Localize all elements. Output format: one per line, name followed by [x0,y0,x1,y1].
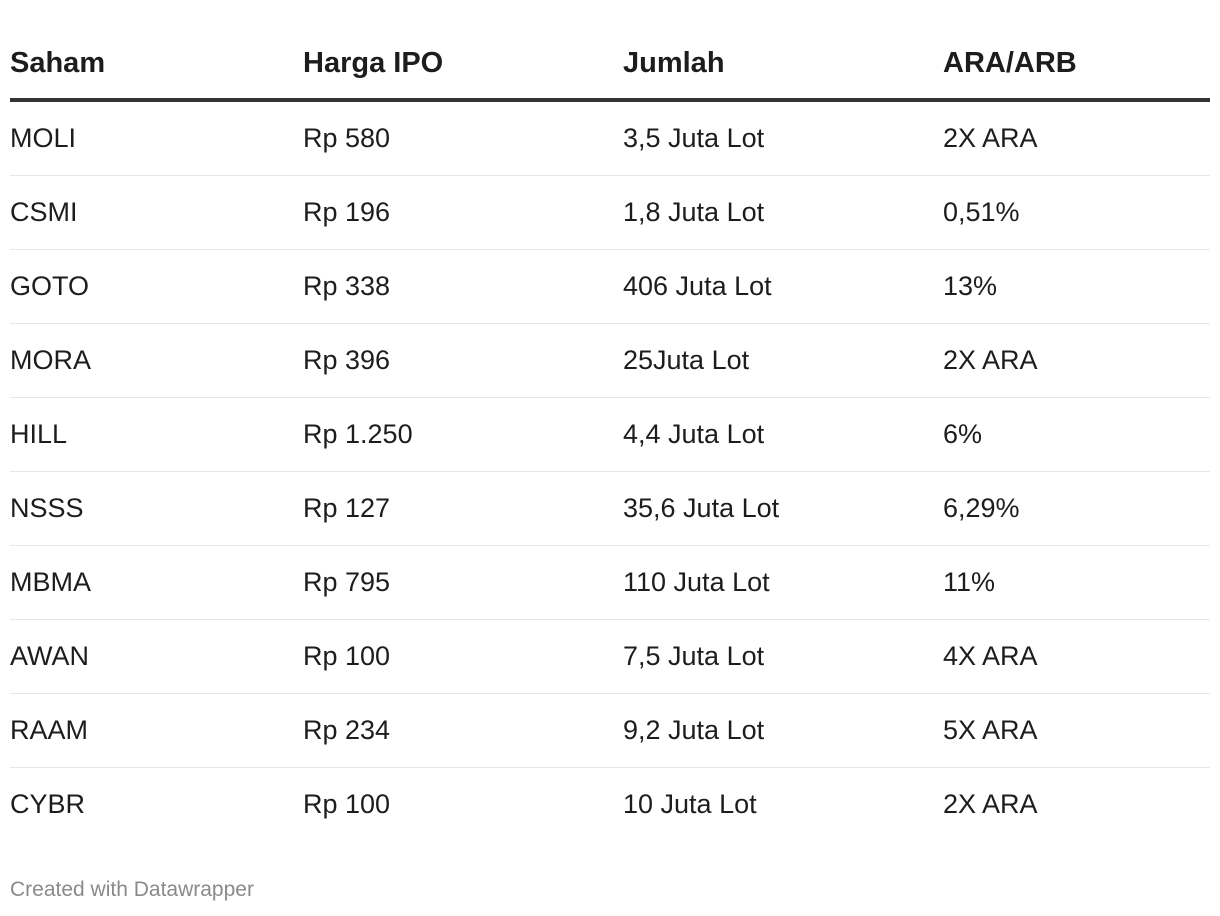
table-row: CSMI Rp 196 1,8 Juta Lot 0,51% [10,175,1210,250]
cell-jumlah: 9,2 Juta Lot [623,693,943,768]
data-table-container: Saham Harga IPO Jumlah ARA/ARB MOLI Rp 58… [10,28,1210,841]
cell-jumlah: 3,5 Juta Lot [623,100,943,176]
cell-jumlah: 4,4 Juta Lot [623,397,943,472]
column-header-harga-ipo[interactable]: Harga IPO [303,28,623,102]
cell-jumlah: 7,5 Juta Lot [623,619,943,694]
cell-saham: RAAM [10,693,303,768]
cell-saham: NSSS [10,471,303,546]
table-row: MBMA Rp 795 110 Juta Lot 11% [10,545,1210,620]
cell-saham: HILL [10,397,303,472]
table-row: GOTO Rp 338 406 Juta Lot 13% [10,249,1210,324]
cell-jumlah: 25Juta Lot [623,323,943,398]
cell-harga-ipo: Rp 234 [303,693,623,768]
table-body: MOLI Rp 580 3,5 Juta Lot 2X ARA CSMI Rp 196 1,… [10,100,1210,841]
cell-saham: CSMI [10,175,303,250]
cell-saham: CYBR [10,789,86,819]
cell-jumlah: 110 Juta Lot [623,545,943,620]
cell-harga-ipo: Rp 580 [303,100,623,176]
cell-jumlah: 35,6 Juta Lot [623,471,943,546]
cell-saham: AWAN [10,619,303,694]
cell-jumlah: 10 Juta Lot [623,789,757,819]
cell-saham: GOTO [10,249,303,324]
cell-harga-ipo: Rp 100 [303,619,623,694]
table-row: NSSS Rp 127 35,6 Juta Lot 6,29% [10,471,1210,546]
cell-jumlah: 406 Juta Lot [623,249,943,324]
cell-harga-ipo: Rp 1.250 [303,397,623,472]
table-row: MOLI Rp 580 3,5 Juta Lot 2X ARA [10,100,1210,176]
cell-harga-ipo: Rp 396 [303,323,623,398]
table-row: RAAM Rp 234 9,2 Juta Lot 5X ARA [10,693,1210,768]
cell-ara-arb: 13% [943,249,1210,324]
column-header-jumlah[interactable]: Jumlah [623,28,943,102]
table-row: AWAN Rp 100 7,5 Juta Lot 4X ARA [10,619,1210,694]
table-row: CYBR Rp 100 10 Juta Lot 2X ARA [10,768,1210,842]
cell-saham: MOLI [10,100,303,176]
cell-harga-ipo: Rp 338 [303,249,623,324]
cell-ara-arb: 2X ARA [943,323,1210,398]
cell-ara-arb: 2X ARA [943,100,1210,176]
datawrapper-credit: Created with Datawrapper [10,878,254,901]
cell-ara-arb: 11% [943,545,1210,620]
cell-ara-arb: 0,51% [943,175,1210,250]
table-row: HILL Rp 1.250 4,4 Juta Lot 6% [10,397,1210,472]
header-row: Saham Harga IPO Jumlah ARA/ARB [10,28,1210,102]
cell-ara-arb: 6,29% [943,471,1210,546]
column-header-saham[interactable]: Saham [10,28,303,102]
cell-ara-arb: 4X ARA [943,619,1210,694]
cell-ara-arb: 6% [943,397,1210,472]
cell-jumlah: 1,8 Juta Lot [623,175,943,250]
table-header: Saham Harga IPO Jumlah ARA/ARB [10,28,1210,102]
cell-ara-arb: 5X ARA [943,693,1210,768]
cell-harga-ipo: Rp 196 [303,175,623,250]
column-header-ara-arb[interactable]: ARA/ARB [943,28,1210,102]
ipo-table: Saham Harga IPO Jumlah ARA/ARB MOLI Rp 58… [10,28,1210,841]
cell-saham: MORA [10,323,303,398]
cell-saham: MBMA [10,545,303,620]
cell-ara-arb: 2X ARA [943,789,1038,819]
cell-harga-ipo: Rp 795 [303,545,623,620]
cell-harga-ipo: Rp 127 [303,471,623,546]
table-row: MORA Rp 396 25Juta Lot 2X ARA [10,323,1210,398]
cell-harga-ipo: Rp 100 [303,789,391,819]
